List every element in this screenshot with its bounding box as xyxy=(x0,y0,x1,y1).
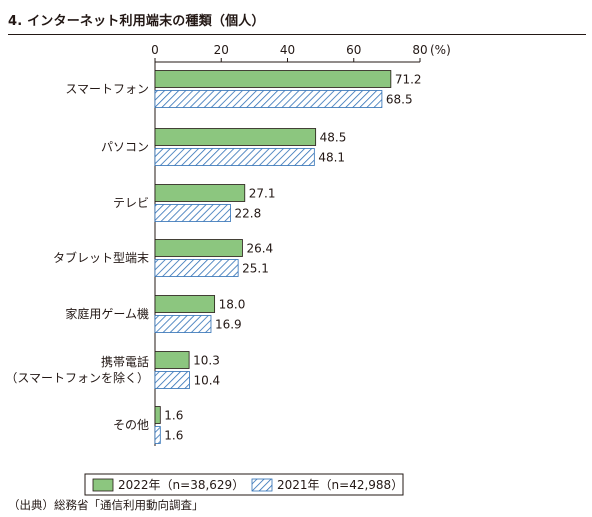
category-label: 携帯電話 xyxy=(101,354,149,369)
value-label-2022: 71.2 xyxy=(395,73,422,87)
value-label-2022: 10.3 xyxy=(193,354,220,368)
value-label-2022: 1.6 xyxy=(164,409,183,423)
legend-label-2021: 2021年（n=42,988） xyxy=(277,478,403,492)
x-axis-unit: (%) xyxy=(430,43,451,57)
source-note: （出典）総務省「通信利用動向調査」 xyxy=(8,498,204,512)
category-label: テレビ xyxy=(113,196,149,210)
value-label-2022: 18.0 xyxy=(219,298,246,312)
value-label-2021: 16.9 xyxy=(215,318,242,332)
value-label-2021: 1.6 xyxy=(164,429,183,443)
chart-title: 4. インターネット利用端末の種類（個人） xyxy=(8,14,265,29)
bar-2022 xyxy=(154,406,161,424)
bar-2021 xyxy=(154,148,315,166)
category-label: タブレット型端末 xyxy=(53,250,149,265)
x-tick-label: 20 xyxy=(214,43,229,57)
bar-2022 xyxy=(154,70,392,88)
category-label: パソコン xyxy=(101,140,149,154)
value-label-2021: 68.5 xyxy=(386,93,413,107)
bar-2022 xyxy=(154,184,246,202)
bar-2021 xyxy=(154,259,239,277)
legend-swatch-2022 xyxy=(92,478,114,492)
value-label-2021: 48.1 xyxy=(318,151,345,165)
x-tick-label: 40 xyxy=(280,43,295,57)
category-label: スマートフォン xyxy=(65,82,149,96)
bar-2021 xyxy=(154,90,383,108)
bar-2021 xyxy=(154,426,161,444)
value-label-2021: 22.8 xyxy=(235,207,262,221)
bar-2021 xyxy=(154,315,212,333)
legend-label-2022: 2022年（n=38,629） xyxy=(118,478,244,492)
x-tick-label: 0 xyxy=(151,43,159,57)
bar-2022 xyxy=(154,128,317,146)
value-label-2021: 25.1 xyxy=(242,262,269,276)
x-tick-label: 80 xyxy=(412,43,427,57)
legend-box xyxy=(84,473,404,496)
title-underline xyxy=(8,34,586,35)
bar-2022 xyxy=(154,351,190,369)
bar-2022 xyxy=(154,239,243,257)
category-label: 家庭用ゲーム機 xyxy=(65,306,149,321)
value-label-2022: 26.4 xyxy=(246,242,273,256)
bar-2021 xyxy=(154,371,190,389)
value-label-2022: 27.1 xyxy=(249,187,276,201)
category-label: （スマートフォンを除く） xyxy=(5,370,149,385)
bar-2021 xyxy=(154,204,231,222)
value-label-2022: 48.5 xyxy=(320,131,347,145)
x-tick-label: 60 xyxy=(346,43,361,57)
value-label-2021: 10.4 xyxy=(193,374,220,388)
category-label: その他 xyxy=(113,418,149,432)
bar-2022 xyxy=(154,295,216,313)
legend-swatch-2021 xyxy=(251,478,273,492)
